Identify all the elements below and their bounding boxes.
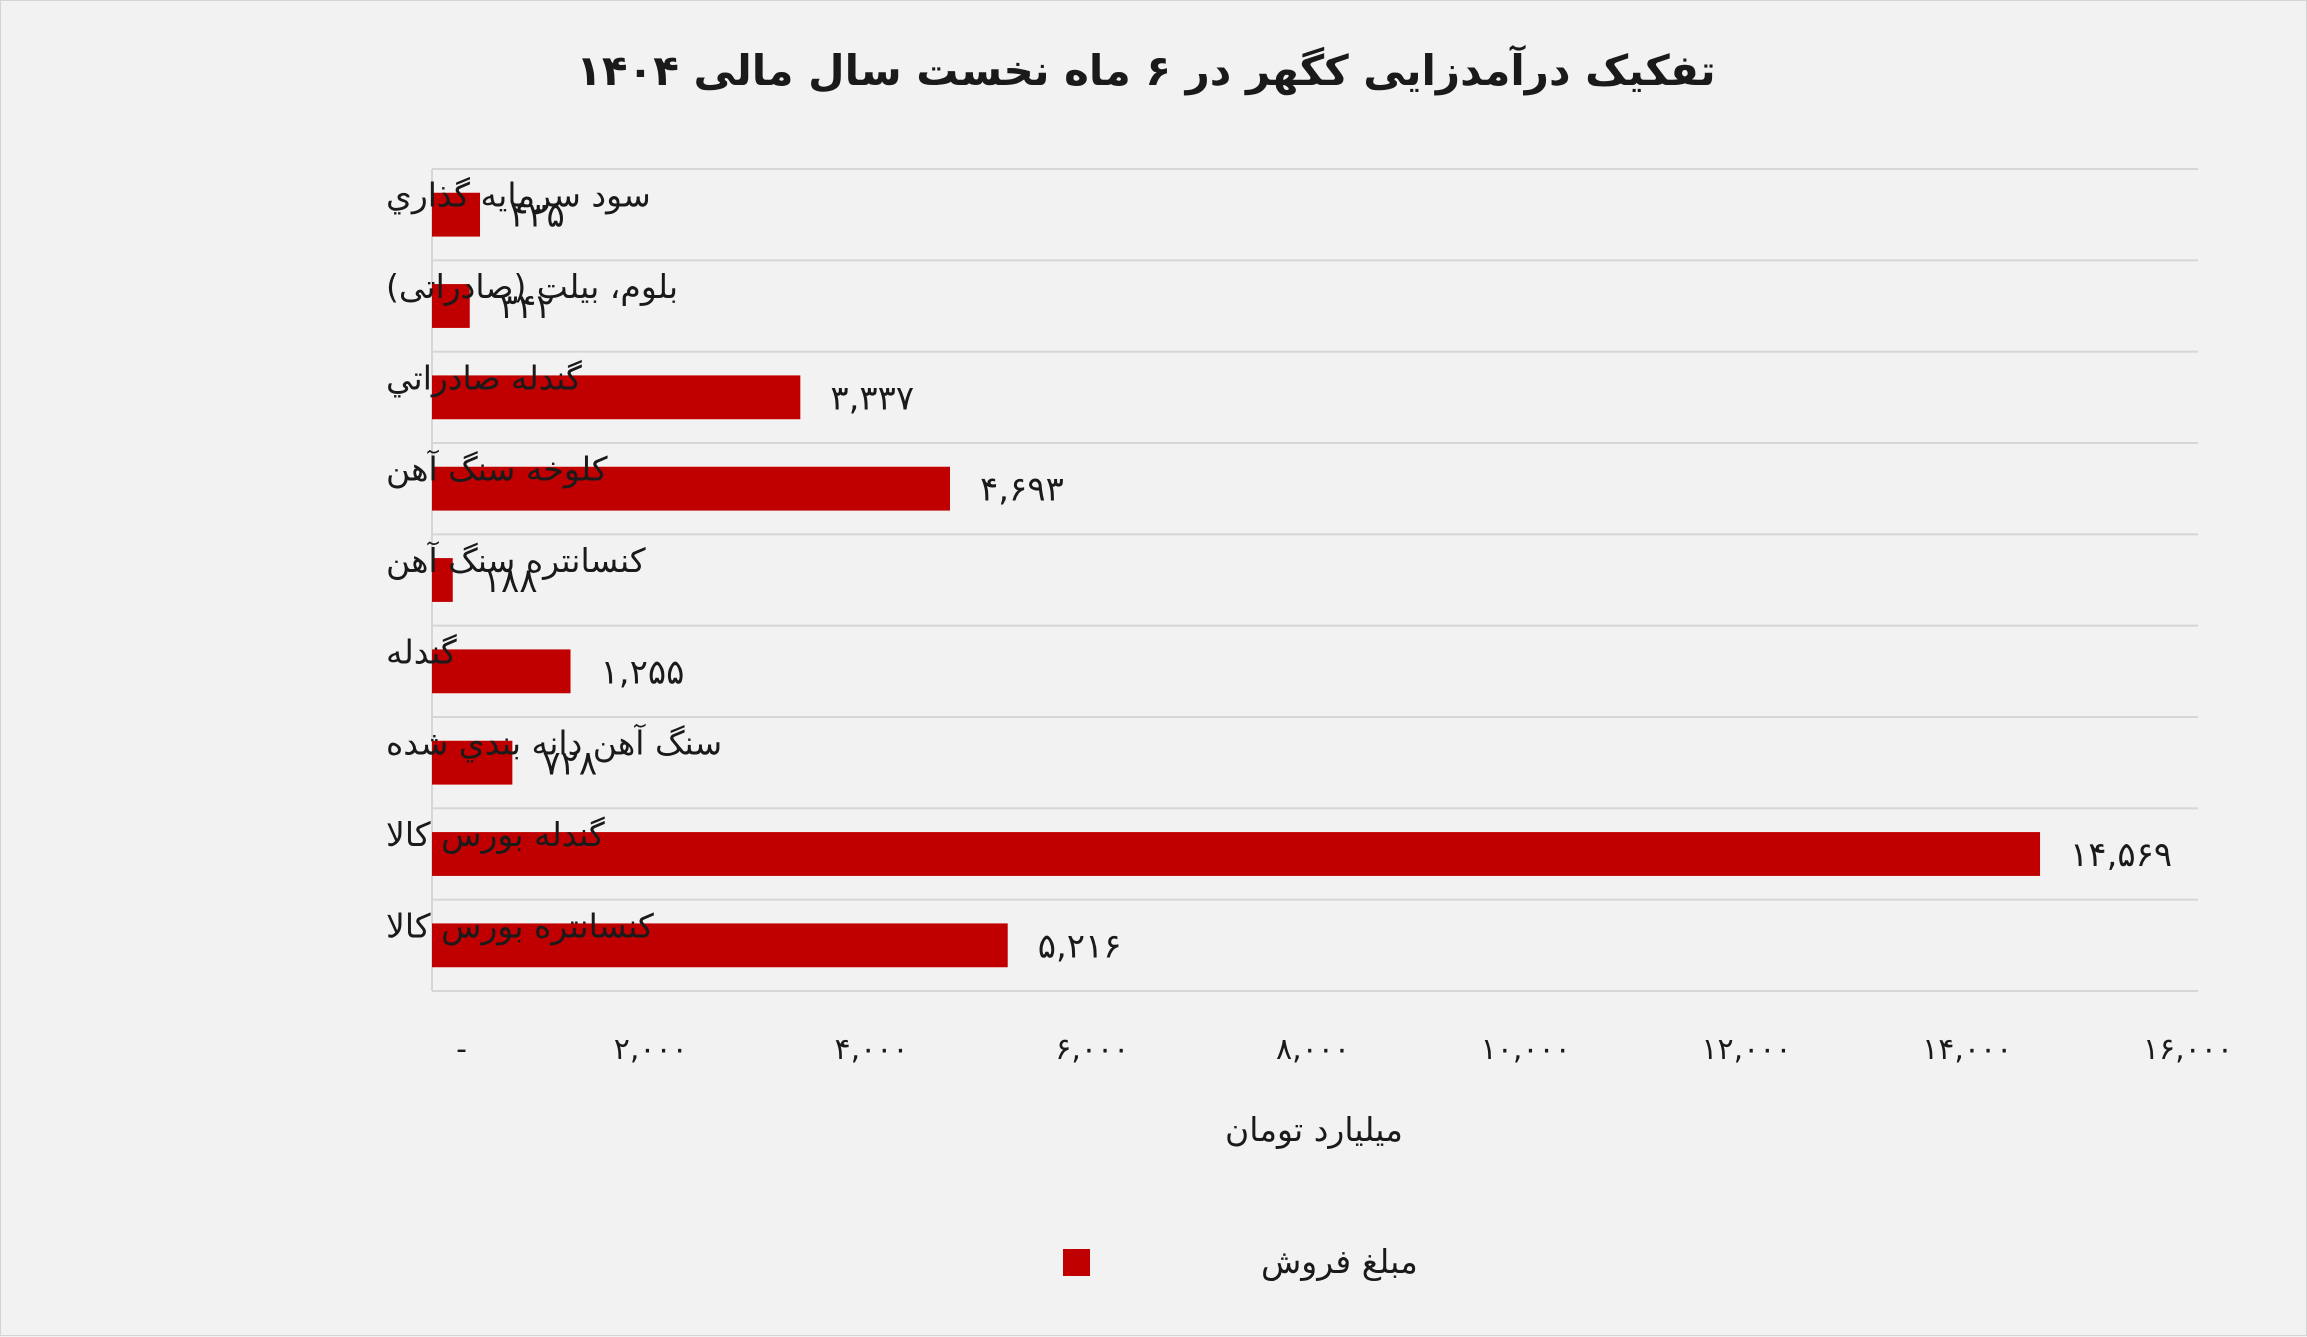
bar xyxy=(432,466,950,511)
bar xyxy=(432,923,1008,968)
legend-label: مبلغ فروش xyxy=(1261,1242,1418,1281)
bar xyxy=(432,375,801,420)
data-label: ۱۴,۵۶۹ xyxy=(2070,835,2172,875)
category-label: گندله xyxy=(386,632,457,671)
x-axis-ticks: - ۲,۰۰۰ ۴,۰۰۰ ۶,۰۰۰ ۸,۰۰۰ ۱۰,۰۰۰ ۱۲,۰۰۰ ۱۴,۰۰۰ ۱… xyxy=(456,1032,2233,1067)
x-axis-title: میلیارد تومان xyxy=(1225,1110,1403,1149)
x-tick-label: ۲,۰۰۰ xyxy=(614,1032,688,1067)
category-label: سود سرمایه گذاري xyxy=(386,176,651,215)
bars xyxy=(432,192,2041,968)
legend-swatch xyxy=(1063,1249,1090,1276)
data-label: ۴۳۵ xyxy=(510,196,565,236)
bar xyxy=(432,192,481,237)
data-labels: ۴۳۵ ۳۴۲ ۳,۳۳۷ ۴,۶۹۳ ۱۸۸ ۱,۲۵۵ ۷۲۸ ۱۴,۵۶۹ ۵,۲۱۶ xyxy=(483,196,2172,967)
data-label: ۴,۶۹۳ xyxy=(980,470,1064,510)
data-label: ۳۴۲ xyxy=(500,287,555,327)
category-label: بلوم، بیلت (صادراتی) xyxy=(386,267,678,306)
bar xyxy=(432,558,453,602)
x-tick-label: ۱۰,۰۰۰ xyxy=(1481,1032,1571,1067)
category-label: کلوخه سنگ آهن xyxy=(386,450,608,489)
x-tick-label: - xyxy=(456,1032,467,1067)
data-label: ۵,۲۱۶ xyxy=(1038,926,1122,966)
bar xyxy=(432,284,470,328)
category-label: گندله صادراتي xyxy=(386,358,582,397)
x-tick-label: ۴,۰۰۰ xyxy=(835,1032,909,1067)
bar xyxy=(432,649,571,694)
bar xyxy=(432,740,513,785)
category-label: سنگ آهن دانه بندي شده xyxy=(386,724,722,763)
data-label: ۳,۳۳۷ xyxy=(830,378,914,418)
category-label: کنسانتره سنگ آهن xyxy=(386,541,646,580)
x-tick-label: ۸,۰۰۰ xyxy=(1276,1032,1350,1067)
x-tick-label: ۱۴,۰۰۰ xyxy=(1922,1032,2012,1067)
data-label: ۱۸۸ xyxy=(483,561,538,601)
x-tick-label: ۱۲,۰۰۰ xyxy=(1701,1032,1791,1067)
category-label: کنسانتره بورس کالا xyxy=(386,906,654,945)
bar xyxy=(432,832,2041,876)
x-tick-label: ۶,۰۰۰ xyxy=(1055,1032,1129,1067)
chart-title: تفکیک درآمدزایی کگهر در ۶ ماه نخست سال م… xyxy=(576,45,1715,96)
legend: مبلغ فروش xyxy=(1063,1242,1418,1281)
data-label: ۷۲۸ xyxy=(542,744,597,784)
x-tick-label: ۱۶,۰۰۰ xyxy=(2143,1032,2233,1067)
category-labels: سود سرمایه گذاري بلوم، بیلت (صادراتی) گندل… xyxy=(386,176,722,946)
data-label: ۱,۲۵۵ xyxy=(601,652,685,692)
category-label: گندله بورس کالا xyxy=(386,815,605,854)
